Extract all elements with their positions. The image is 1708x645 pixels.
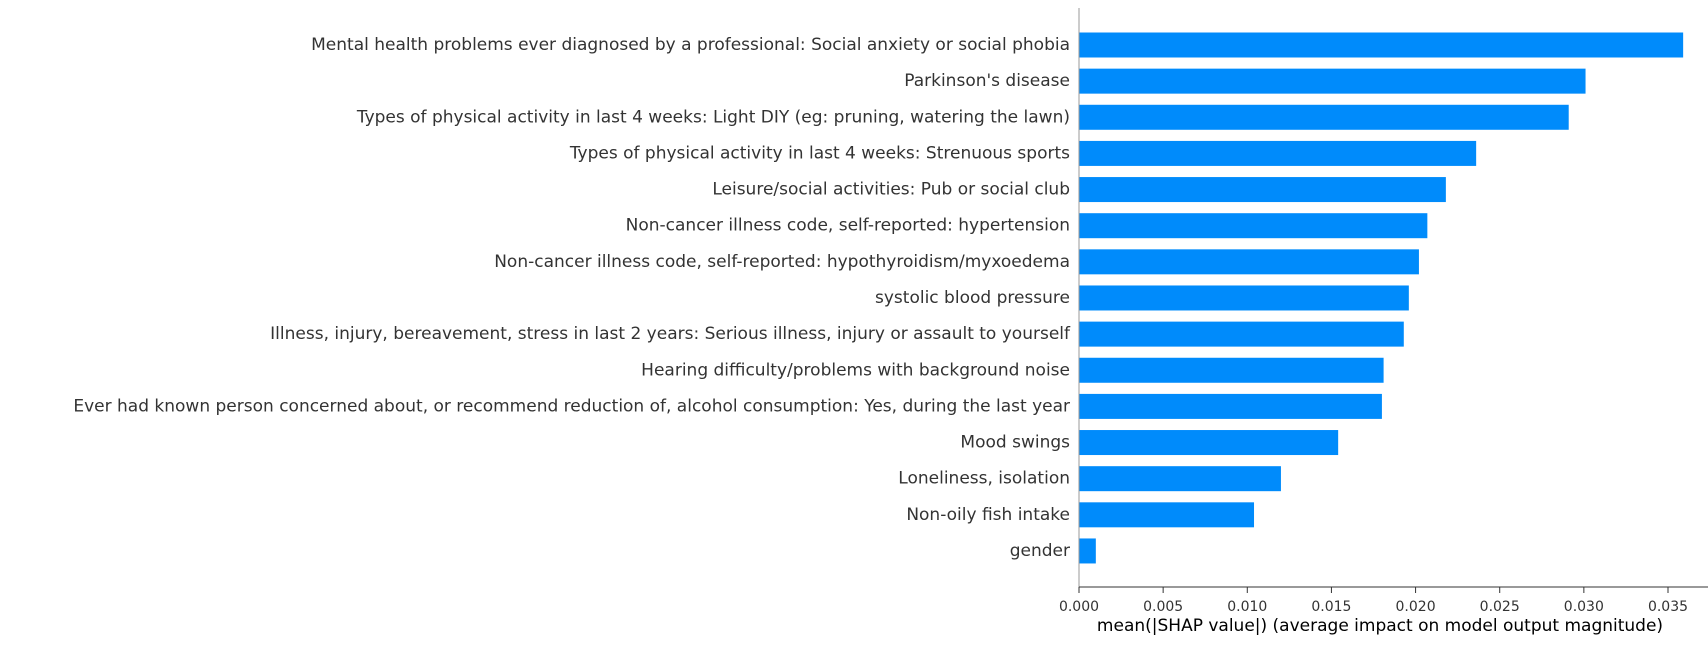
category-label: Types of physical activity in last 4 wee… xyxy=(356,107,1070,127)
x-tick-label: 0.035 xyxy=(1648,599,1688,615)
x-axis-title: mean(|SHAP value|) (average impact on mo… xyxy=(1097,616,1663,636)
category-label: Loneliness, isolation xyxy=(898,469,1070,489)
category-label: Ever had known person concerned about, o… xyxy=(73,396,1070,416)
x-tick-label: 0.010 xyxy=(1227,599,1267,615)
bar xyxy=(1079,393,1382,419)
category-label: Illness, injury, bereavement, stress in … xyxy=(270,324,1071,344)
x-tick-label: 0.000 xyxy=(1059,599,1099,615)
bars-group xyxy=(1079,32,1684,564)
bar xyxy=(1079,538,1096,564)
bar xyxy=(1079,321,1404,347)
bar xyxy=(1079,140,1477,166)
category-label: gender xyxy=(1010,541,1070,561)
x-tick-label: 0.020 xyxy=(1396,599,1436,615)
category-label: Non-cancer illness code, self-reported: … xyxy=(626,216,1070,236)
category-label: Types of physical activity in last 4 wee… xyxy=(569,143,1070,163)
category-label: Non-oily fish intake xyxy=(906,505,1070,525)
bar xyxy=(1079,285,1409,311)
bar xyxy=(1079,32,1684,58)
category-labels-group: Mental health problems ever diagnosed by… xyxy=(73,35,1071,561)
category-label: Hearing difficulty/problems with backgro… xyxy=(641,360,1070,380)
bar xyxy=(1079,430,1339,456)
bar xyxy=(1079,213,1428,239)
x-tick-label: 0.030 xyxy=(1564,599,1604,615)
category-label: Mental health problems ever diagnosed by… xyxy=(311,35,1070,55)
bar xyxy=(1079,104,1569,130)
bar xyxy=(1079,177,1446,203)
bar xyxy=(1079,357,1384,383)
category-label: Leisure/social activities: Pub or social… xyxy=(712,180,1070,200)
bar xyxy=(1079,68,1586,94)
x-tick-label: 0.015 xyxy=(1311,599,1351,615)
bar xyxy=(1079,249,1419,275)
category-label: Parkinson's disease xyxy=(904,71,1070,91)
bar xyxy=(1079,502,1255,528)
category-label: Non-cancer illness code, self-reported: … xyxy=(494,252,1070,272)
bar xyxy=(1079,466,1281,492)
category-label: systolic blood pressure xyxy=(875,288,1070,308)
x-ticks-group: 0.000 0.005 0.010 0.015 0.020 0.025 0.030 0.035 xyxy=(1059,587,1688,615)
x-tick-label: 0.025 xyxy=(1480,599,1520,615)
category-label: Mood swings xyxy=(960,433,1070,453)
x-tick-label: 0.005 xyxy=(1143,599,1183,615)
